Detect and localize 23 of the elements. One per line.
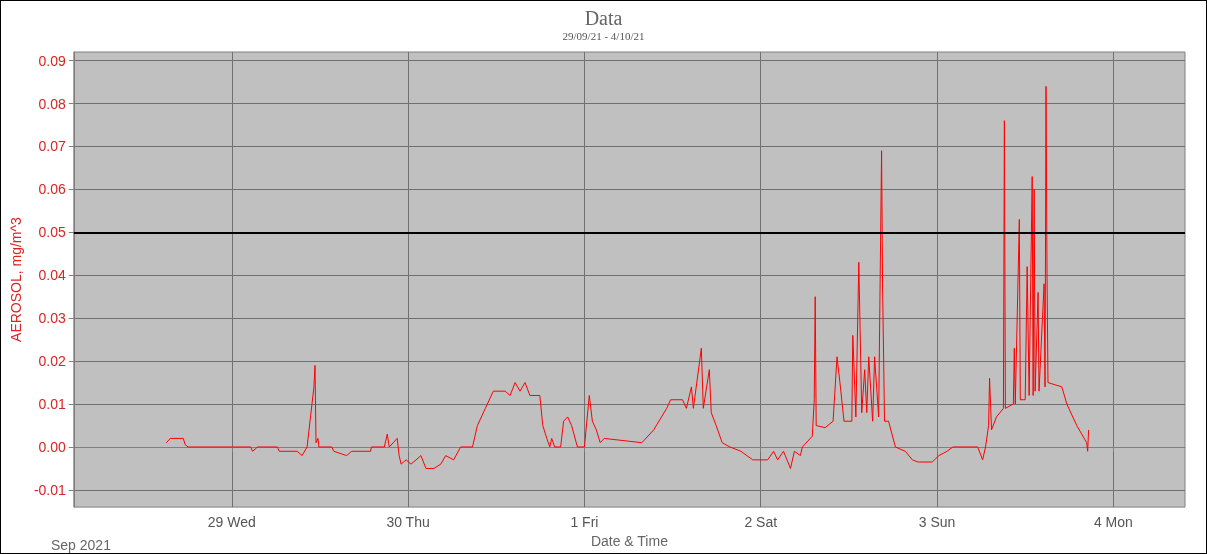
y-tick-label: 0.09 xyxy=(38,52,67,69)
y-axis-title: AEROSOL, mg/m^3 xyxy=(8,216,24,342)
y-tick-label: 0.01 xyxy=(38,396,67,413)
line-series xyxy=(165,85,1090,469)
x-tick-label: 1 Fri xyxy=(570,514,599,531)
x-tick-label: 30 Thu xyxy=(386,514,430,531)
y-tick-label: 0.04 xyxy=(38,267,67,284)
y-tick-label: 0.08 xyxy=(38,95,67,112)
x-tick-label: 4 Mon xyxy=(1093,514,1133,531)
x-axis-title: Date & Time xyxy=(590,533,669,549)
y-tick-label: 0.03 xyxy=(38,310,67,327)
x-tick-label: 3 Sun xyxy=(918,514,956,531)
chart-subtitle: 29/09/21 - 4/10/21 xyxy=(562,29,645,42)
y-tick-label: 0.02 xyxy=(38,353,67,370)
chart-title: Data xyxy=(584,7,623,29)
y-tick-label: 0.00 xyxy=(38,438,67,455)
y-tick-label: 0.06 xyxy=(38,181,67,198)
x-tick-label: 2 Sat xyxy=(744,514,778,531)
text: Sep 2021 xyxy=(51,537,112,553)
y-tick-label: 0.07 xyxy=(38,138,67,155)
x-tick-label: 29 Wed xyxy=(207,514,256,531)
y-tick-label: -0.01 xyxy=(33,481,67,498)
y-tick-label: 0.05 xyxy=(38,224,67,241)
